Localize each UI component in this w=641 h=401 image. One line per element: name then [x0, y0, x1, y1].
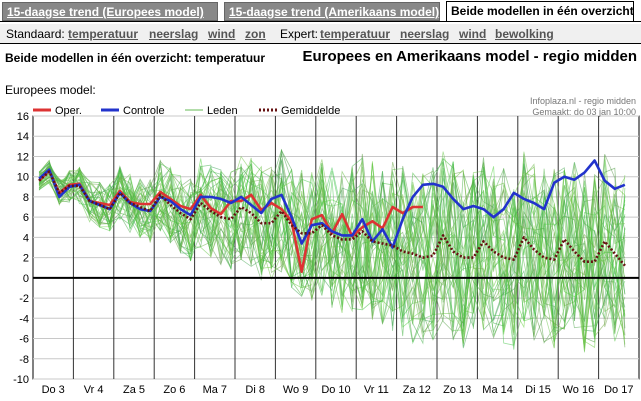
- x-tick-label: Za 12: [403, 384, 431, 396]
- link-exp-neerslag[interactable]: neerslag: [400, 27, 450, 41]
- y-tick-label: 16: [17, 111, 29, 123]
- member-line: [38, 158, 626, 338]
- model-label: Europees model:: [5, 83, 96, 97]
- x-tick-label: Wo 16: [563, 384, 595, 396]
- x-tick-label: Do 10: [321, 384, 350, 396]
- series-gemiddelde: [38, 170, 626, 267]
- page-subtitle: Beide modellen in één overzicht: tempera…: [5, 51, 266, 65]
- page-title: Europees en Amerikaans model - regio mid…: [302, 48, 637, 65]
- y-tick-label: -4: [19, 313, 29, 325]
- y-tick-label: 10: [17, 172, 29, 184]
- member-line: [38, 161, 626, 334]
- standaard-label: Standaard:: [6, 27, 65, 41]
- nav-row: Standaard: temperatuur neerslag wind zon…: [0, 24, 641, 44]
- x-tick-label: Vr 11: [364, 384, 389, 396]
- member-line: [38, 167, 626, 324]
- chart-legend: Oper. Controle Leden Gemiddelde: [33, 105, 340, 117]
- x-tick-label: Do 3: [42, 384, 65, 396]
- y-tick-label: 4: [23, 232, 29, 244]
- ensemble-members: [38, 148, 626, 353]
- x-tick-label: Vr 4: [84, 384, 104, 396]
- member-line: [38, 157, 626, 337]
- legend-label: Oper.: [55, 105, 82, 117]
- y-tick-label: 2: [23, 253, 29, 265]
- tab-bar: 15-daagse trend (Europees model) 15-daag…: [0, 0, 641, 24]
- y-tick-label: 12: [17, 151, 29, 163]
- chart-axes: -10 -8 -6 -4 -2 0 2 4 6 8 10 12 14 16 Do 3 Vr 4 Za 5 Zo 6…: [13, 111, 639, 396]
- legend-label: Leden: [207, 105, 238, 117]
- x-tick-label: Wo 9: [283, 384, 308, 396]
- legend-label: Controle: [123, 105, 165, 117]
- y-tick-label: -8: [19, 354, 29, 366]
- x-tick-label: Zo 13: [443, 384, 471, 396]
- expert-label: Expert:: [280, 27, 319, 41]
- tab-amerikaans[interactable]: 15-daagse trend (Amerikaans model): [224, 2, 440, 21]
- x-tick-label: Di 8: [245, 384, 265, 396]
- y-tick-label: -6: [19, 334, 29, 346]
- x-tick-label: Zo 6: [163, 384, 185, 396]
- x-tick-label: Ma 14: [482, 384, 513, 396]
- link-std-temperatuur[interactable]: temperatuur: [68, 27, 139, 41]
- link-exp-wind[interactable]: wind: [459, 27, 487, 41]
- y-tick-label: 0: [23, 273, 29, 285]
- source-label: Infoplaza.nl - regio midden: [530, 96, 636, 106]
- tab-beide[interactable]: Beide modellen in één overzicht: [446, 1, 634, 22]
- y-tick-label: -2: [19, 293, 29, 305]
- link-exp-temperatuur[interactable]: temperatuur: [320, 27, 391, 41]
- y-tick-label: 8: [23, 192, 29, 204]
- legend-label: Gemiddelde: [281, 105, 340, 117]
- link-std-zon[interactable]: zon: [245, 27, 266, 41]
- member-line: [38, 160, 626, 352]
- chart-series: [38, 159, 626, 274]
- x-tick-label: Do 17: [604, 384, 633, 396]
- link-std-neerslag[interactable]: neerslag: [149, 27, 199, 41]
- y-tick-label: 6: [23, 212, 29, 224]
- series-controle: [38, 159, 626, 249]
- x-tick-label: Za 5: [123, 384, 145, 396]
- x-tick-label: Ma 7: [203, 384, 227, 396]
- made-label: Gemaakt: do 03 jan 10:00: [532, 107, 636, 117]
- member-line: [38, 159, 626, 340]
- series-oper: [38, 169, 423, 274]
- x-tick-label: Di 15: [525, 384, 551, 396]
- tab-divider: [0, 21, 641, 22]
- link-exp-bewolking[interactable]: bewolking: [495, 27, 554, 41]
- tab-europees[interactable]: 15-daagse trend (Europees model): [2, 2, 218, 21]
- y-tick-label: -10: [13, 374, 29, 386]
- link-std-wind[interactable]: wind: [208, 27, 236, 41]
- y-tick-label: 14: [17, 131, 29, 143]
